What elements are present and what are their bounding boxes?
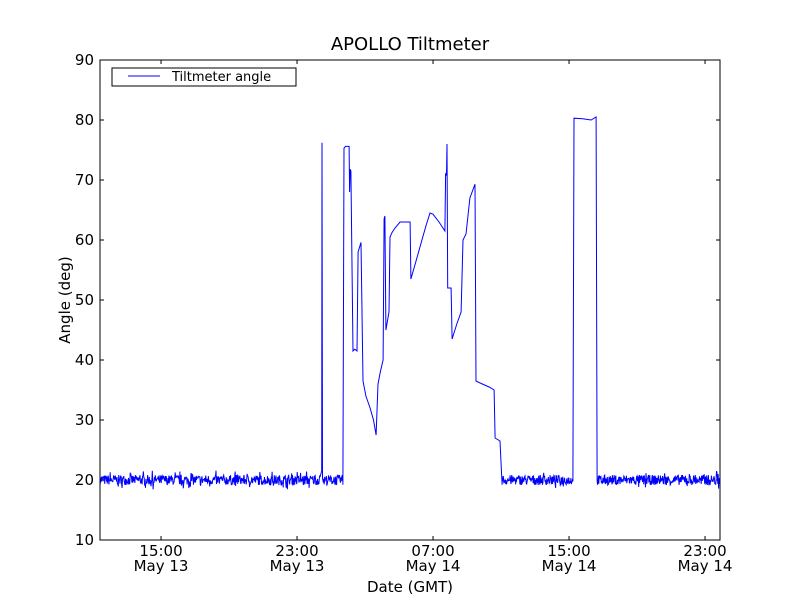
x-tick-time-label: 07:00 (411, 542, 454, 560)
y-tick-label: 90 (75, 51, 94, 69)
series-line-tiltmeter-angle (100, 116, 720, 490)
x-tick-time-label: 23:00 (275, 542, 318, 560)
y-tick-label: 40 (75, 351, 94, 369)
y-tick-label: 30 (75, 411, 94, 429)
plot-frame (99, 59, 721, 541)
y-tick-label: 60 (75, 231, 94, 249)
x-tick-time-label: 23:00 (683, 542, 726, 560)
x-axis-label: Date (GMT) (367, 578, 453, 596)
legend-box (111, 67, 297, 87)
y-tick-label: 20 (75, 471, 94, 489)
y-tick-label: 70 (75, 171, 94, 189)
y-tick-label: 80 (75, 111, 94, 129)
x-tick-date-label: May 14 (678, 557, 733, 575)
x-tick-date-label: May 14 (542, 557, 597, 575)
y-axis-label: Angle (deg) (56, 256, 74, 343)
x-tick-time-label: 15:00 (547, 542, 590, 560)
x-tick-date-label: May 13 (270, 557, 325, 575)
legend-label: Tiltmeter angle (171, 70, 271, 85)
y-tick-label: 10 (75, 531, 94, 549)
y-tick-label: 50 (75, 291, 94, 309)
chart-title: APOLLO Tiltmeter (331, 34, 490, 55)
x-tick-date-label: May 13 (134, 557, 189, 575)
legend: Tiltmeter angle (111, 67, 297, 87)
x-tick-time-label: 15:00 (139, 542, 182, 560)
x-tick-date-label: May 14 (406, 557, 461, 575)
